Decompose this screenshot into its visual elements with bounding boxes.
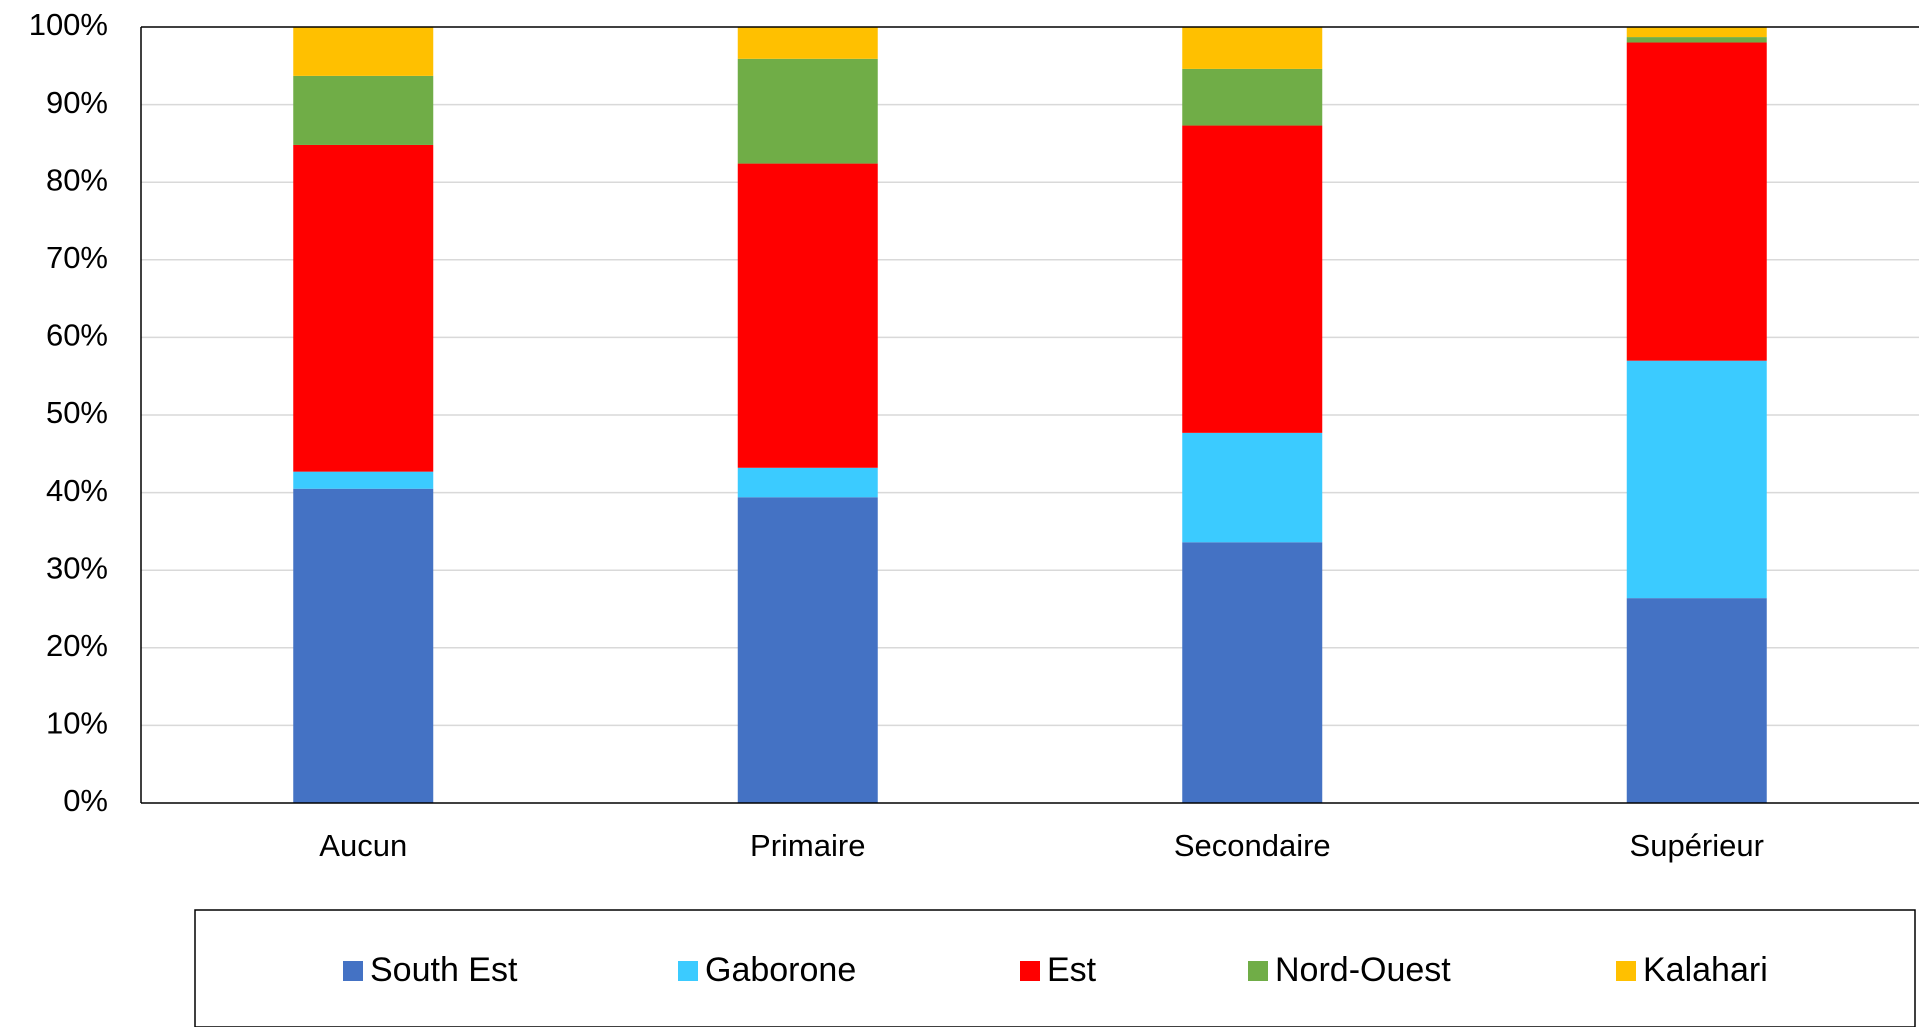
y-tick-label: 20%	[46, 628, 108, 663]
bar-segment	[737, 27, 878, 59]
bar-segment	[293, 488, 434, 803]
gridlines	[141, 103, 1919, 727]
legend-swatch	[1616, 961, 1636, 981]
y-tick-label: 60%	[46, 318, 108, 353]
legend: South Est Gaborone Est Nord-Ouest Kalahari	[194, 909, 1916, 1027]
bar-segment	[1182, 125, 1323, 433]
legend-swatch	[1248, 961, 1268, 981]
bar-segment	[293, 27, 434, 76]
legend-frame	[194, 909, 1916, 1027]
y-tick-label: 90%	[46, 85, 108, 120]
axes	[140, 26, 1919, 804]
bar-segment	[1626, 598, 1767, 803]
bar-segment	[1626, 42, 1767, 361]
bar-segment	[737, 58, 878, 164]
bar-segment	[293, 144, 434, 472]
legend-swatch	[1020, 961, 1040, 981]
x-tick-label: Primaire	[750, 828, 865, 863]
y-tick-label: 70%	[46, 240, 108, 275]
x-tick-label: Aucun	[319, 828, 407, 863]
bar-segment	[293, 471, 434, 489]
legend-label: Nord-Ouest	[1275, 951, 1451, 989]
bar-segment	[1182, 68, 1323, 126]
y-tick-label: 10%	[46, 706, 108, 741]
bar-segment	[737, 497, 878, 803]
bar-segment	[293, 75, 434, 145]
legend-swatch	[678, 961, 698, 981]
bar-segment	[1182, 542, 1323, 803]
x-axis-tick-labels: Aucun Primaire Secondaire Supérieur	[319, 828, 1764, 863]
bars	[293, 27, 1767, 803]
y-tick-label: 80%	[46, 162, 108, 197]
y-tick-label: 100%	[29, 7, 108, 42]
bar-segment	[1182, 432, 1323, 543]
y-tick-label: 50%	[46, 395, 108, 430]
legend-label: Kalahari	[1643, 951, 1768, 989]
bar-segment	[1626, 360, 1767, 599]
y-tick-label: 30%	[46, 550, 108, 585]
bar-segment	[737, 467, 878, 498]
bar-segment	[1626, 37, 1767, 43]
x-tick-label: Supérieur	[1630, 828, 1764, 863]
legend-label: South Est	[370, 951, 518, 989]
y-tick-label: 0%	[63, 783, 108, 818]
bar-segment	[1626, 27, 1767, 38]
x-tick-label: Secondaire	[1174, 828, 1331, 863]
y-tick-label: 40%	[46, 473, 108, 508]
bar-segment	[737, 163, 878, 468]
legend-label: Gaborone	[705, 951, 856, 989]
bar-segment	[1182, 27, 1323, 69]
legend-swatch	[343, 961, 363, 981]
y-axis-tick-labels: 0% 10% 20% 30% 40% 50% 60% 70% 80% 90% 100%	[29, 7, 108, 818]
legend-label: Est	[1047, 951, 1097, 989]
